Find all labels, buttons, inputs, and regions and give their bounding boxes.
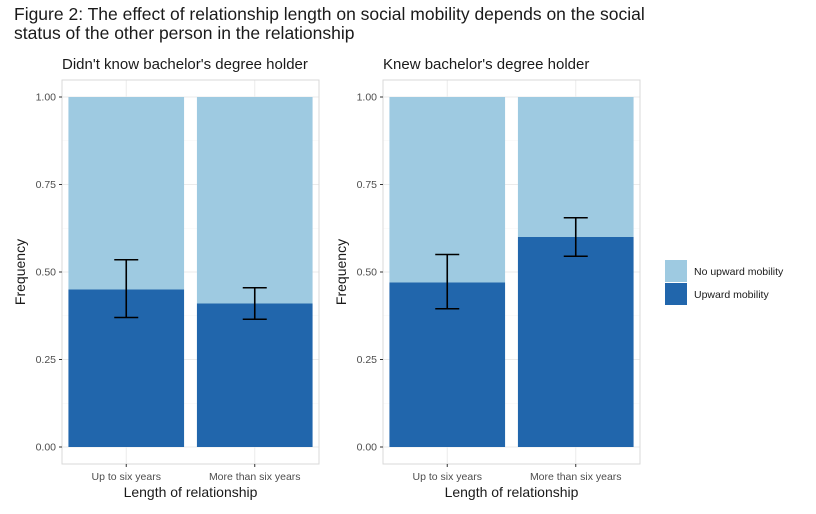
figure-title-line-1: Figure 2: The effect of relationship len… [14, 4, 645, 24]
panel-title: Knew bachelor's degree holder [383, 56, 589, 73]
y-tick-label: 0.75 [357, 179, 378, 191]
x-tick-label: Up to six years [92, 471, 161, 483]
x-axis-title: Length of relationship [124, 484, 258, 500]
bar-no-upward-mobility [517, 97, 634, 237]
bar-upward-mobility [389, 282, 506, 447]
legend-label: Upward mobility [694, 289, 769, 301]
bar-upward-mobility [196, 303, 313, 447]
y-tick-label: 0.50 [357, 267, 378, 279]
y-tick-label: 1.00 [357, 92, 378, 104]
y-tick-label: 1.00 [36, 92, 57, 104]
legend-swatch [665, 260, 687, 282]
figure-title-line-2: status of the other person in the relati… [14, 23, 355, 43]
y-tick-label: 0.00 [36, 442, 57, 454]
y-tick-label: 0.25 [36, 354, 57, 366]
x-axis-title: Length of relationship [445, 484, 579, 500]
figure-title: Figure 2: The effect of relationship len… [14, 5, 804, 43]
legend-swatch [665, 283, 687, 305]
bar-upward-mobility [517, 237, 634, 447]
y-tick-label: 0.50 [36, 267, 57, 279]
bar-no-upward-mobility [389, 97, 506, 283]
panel-title: Didn't know bachelor's degree holder [62, 56, 308, 73]
y-tick-label: 0.75 [36, 179, 57, 191]
legend-label: No upward mobility [694, 266, 784, 278]
x-tick-label: Up to six years [413, 471, 482, 483]
x-tick-label: More than six years [209, 471, 301, 483]
x-tick-label: More than six years [530, 471, 622, 483]
bar-no-upward-mobility [68, 97, 185, 290]
y-tick-label: 0.25 [357, 354, 378, 366]
y-tick-label: 0.00 [357, 442, 378, 454]
bar-no-upward-mobility [196, 97, 313, 304]
y-axis-title: Frequency [333, 239, 349, 305]
y-axis-title: Frequency [12, 239, 28, 305]
